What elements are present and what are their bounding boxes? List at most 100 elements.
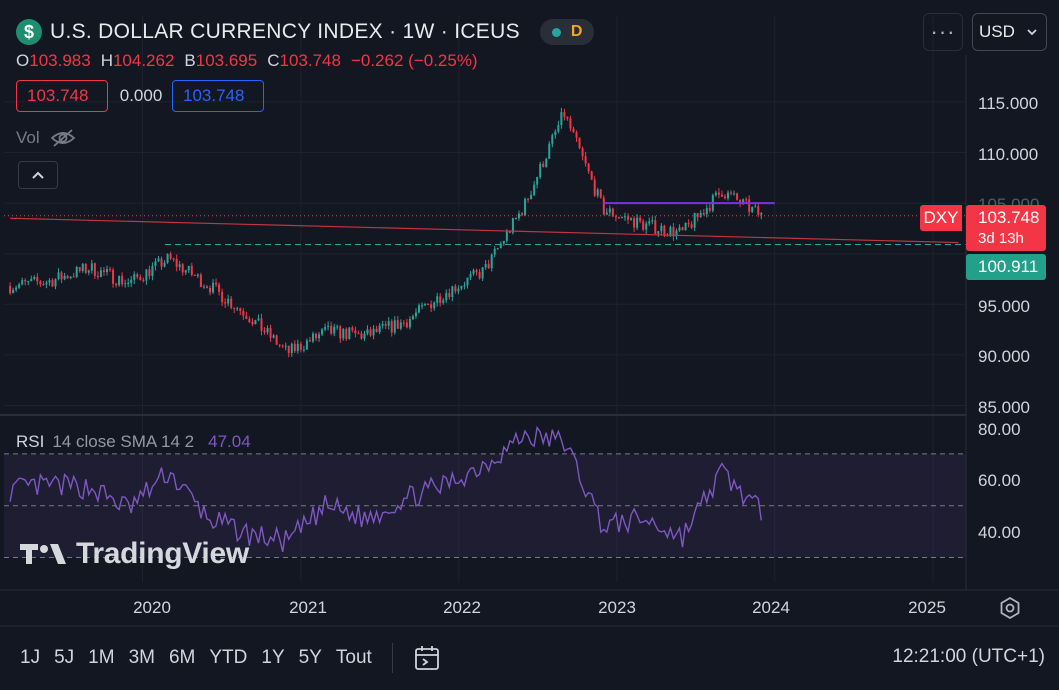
candle-body	[627, 216, 630, 220]
timeframe-1d-button[interactable]: 1J	[20, 647, 41, 668]
candle-body	[233, 307, 236, 309]
candle-body	[133, 274, 136, 280]
candle-body	[205, 286, 208, 288]
timeframe-all-button[interactable]: Tout	[335, 647, 372, 668]
candle-body	[230, 298, 233, 308]
candle-body	[142, 280, 145, 282]
tradingview-logo-icon	[20, 544, 66, 564]
candle-body	[187, 265, 190, 271]
candle-body	[221, 291, 224, 303]
candle-body	[472, 270, 475, 274]
candle-body	[563, 112, 566, 117]
timeframe-1y-button[interactable]: 1Y	[261, 647, 285, 668]
candle-body	[327, 325, 330, 327]
candle-body	[560, 112, 563, 126]
candle-body	[496, 248, 499, 250]
trend-line	[10, 217, 959, 244]
symbol-header[interactable]: $ U.S. DOLLAR CURRENCY INDEX · 1W · ICEU…	[16, 18, 595, 46]
candle-body	[487, 264, 490, 269]
green-dot-icon	[551, 27, 561, 37]
candle-body	[672, 226, 675, 237]
candle-body	[336, 326, 339, 328]
candle-body	[699, 213, 702, 218]
rsi-legend[interactable]: RSI 14 close SMA 14 2 47.04	[16, 432, 251, 452]
candle-body	[393, 320, 396, 333]
candle-body	[139, 277, 142, 281]
rsi-label: RSI	[16, 432, 45, 451]
calendar-range-icon[interactable]	[413, 644, 443, 672]
timeframe-6m-button[interactable]: 6M	[168, 647, 196, 668]
candle-body	[424, 304, 427, 306]
settings-icon[interactable]	[998, 596, 1022, 620]
candle-body	[178, 264, 181, 267]
timeframe-5d-button[interactable]: 5J	[54, 647, 75, 668]
candle-body	[684, 222, 687, 231]
collapse-legend-button[interactable]	[18, 161, 58, 189]
candle-body	[190, 265, 193, 275]
clock-timezone[interactable]: 12:21:00 (UTC+1)	[892, 646, 1045, 667]
timeframe-toolbar: 1J 5J 1M 3M 6M YTD 1Y 5Y Tout	[20, 643, 443, 673]
candle-body	[351, 327, 354, 331]
candle-body	[54, 279, 57, 287]
candle-body	[130, 279, 133, 283]
rsi-tick: 60.00	[978, 471, 1021, 490]
candle-body	[202, 286, 205, 288]
candle-body	[127, 282, 130, 284]
candle-body	[478, 272, 481, 279]
candle-body	[15, 287, 18, 290]
candle-body	[9, 286, 12, 294]
spread-value: 0.000	[119, 86, 163, 105]
sell-price-button[interactable]: 103.748	[16, 80, 108, 112]
candle-body	[257, 318, 260, 321]
currency-select[interactable]: USD	[972, 13, 1047, 51]
market-status[interactable]: D	[539, 19, 595, 45]
candle-body	[457, 288, 460, 292]
candle-body	[714, 192, 717, 196]
timeframe-1m-button[interactable]: 1M	[88, 647, 115, 668]
rsi-tick: 80.00	[978, 420, 1021, 439]
candle-body	[548, 143, 551, 159]
candle-body	[12, 289, 15, 294]
timeframe-3m-button[interactable]: 3M	[128, 647, 155, 668]
candle-body	[215, 282, 218, 285]
candle-body	[648, 221, 651, 224]
candle-body	[530, 194, 533, 200]
candle-body	[669, 226, 672, 236]
eye-off-icon[interactable]	[50, 128, 76, 148]
candle-body	[42, 284, 45, 286]
open-label: O	[16, 51, 30, 70]
candle-body	[421, 305, 424, 307]
change-value: −0.262 (−0.25%)	[350, 51, 478, 70]
more-options-button[interactable]: ···	[923, 13, 963, 51]
buy-price-button[interactable]: 103.748	[172, 80, 264, 112]
volume-legend[interactable]: Vol	[16, 128, 76, 148]
candle-body	[48, 280, 51, 283]
candle-body	[99, 270, 102, 278]
candle-body	[357, 333, 360, 335]
horizontal-line-price-label[interactable]: 100.911	[966, 254, 1046, 280]
candle-body	[51, 280, 54, 287]
time-tick: 2020	[133, 598, 171, 617]
symbol-title[interactable]: U.S. DOLLAR CURRENCY INDEX · 1W · ICEUS	[50, 20, 520, 43]
ohlc-legend: O103.983 H104.262 B103.695 C103.748 −0.2…	[16, 51, 478, 71]
candle-body	[121, 275, 124, 285]
candle-body	[172, 258, 175, 260]
candle-body	[266, 327, 269, 333]
candle-body	[578, 137, 581, 149]
candle-body	[72, 276, 75, 278]
chart-annotations[interactable]	[4, 202, 966, 245]
candle-body	[251, 322, 254, 325]
candle-body	[296, 343, 299, 352]
candle-body	[436, 296, 439, 303]
high-value: 104.262	[112, 51, 175, 70]
candle-body	[611, 208, 614, 217]
price-tick: 95.000	[978, 297, 1030, 316]
timeframe-5y-button[interactable]: 5Y	[298, 647, 322, 668]
candle-body	[505, 231, 508, 241]
candle-body	[399, 322, 402, 329]
timeframe-ytd-button[interactable]: YTD	[209, 647, 248, 668]
candle-body	[33, 277, 36, 280]
candle-body	[96, 275, 99, 278]
candle-body	[584, 156, 587, 164]
